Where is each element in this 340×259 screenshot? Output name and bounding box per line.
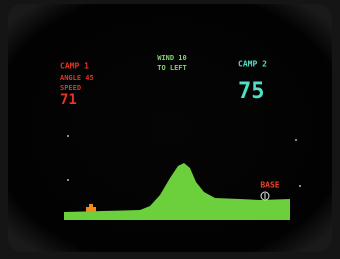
wind-direction: TO LEFT (157, 64, 187, 72)
left-player-label: CAMP 1 (60, 62, 89, 71)
star (67, 135, 69, 137)
left-tank (86, 207, 96, 212)
star (295, 139, 297, 141)
left-player-value: 71 (60, 92, 77, 108)
wind-label: WIND 10 (157, 54, 187, 62)
game-screen: CAMP 1 ANGLE 45 SPEED 71 WIND 10 TO LEFT… (0, 0, 340, 259)
left-tank-turret (89, 204, 93, 207)
left-player-line: ANGLE 45 (60, 74, 94, 82)
right-player-label: CAMP 2 (238, 60, 267, 69)
page: CAMP 1 ANGLE 45 SPEED 71 WIND 10 TO LEFT… (0, 0, 340, 259)
target-label: BASE (260, 181, 279, 190)
left-player-line: SPEED (60, 84, 81, 92)
star (299, 185, 301, 187)
right-player-value: 75 (238, 79, 265, 104)
star (67, 179, 69, 181)
